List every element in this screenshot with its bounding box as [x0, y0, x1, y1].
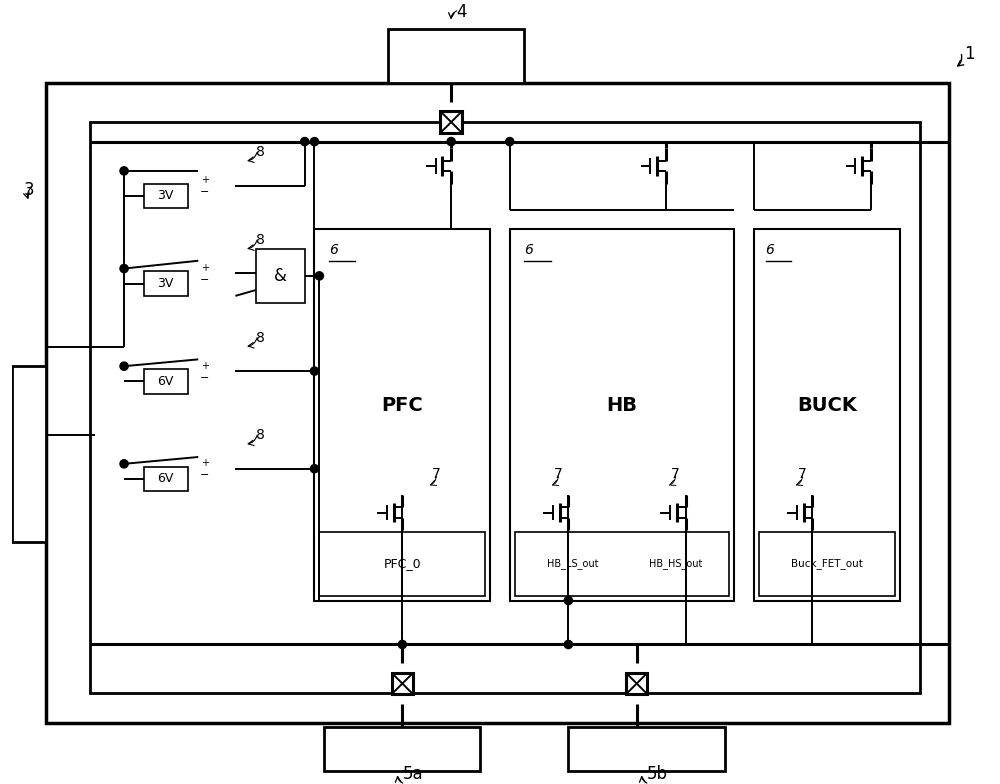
- Bar: [144, 183, 188, 208]
- Bar: [256, 249, 305, 303]
- Text: −: −: [200, 372, 210, 383]
- Bar: [392, 673, 413, 695]
- Text: +: +: [201, 458, 209, 468]
- Text: 7: 7: [671, 467, 680, 481]
- Bar: [12, 366, 46, 542]
- Bar: [626, 673, 647, 695]
- Circle shape: [310, 465, 319, 473]
- Text: 5a: 5a: [402, 765, 423, 783]
- Circle shape: [310, 137, 319, 146]
- Text: HB_HS_out: HB_HS_out: [649, 558, 702, 569]
- Circle shape: [506, 137, 514, 146]
- Text: 3V: 3V: [157, 189, 174, 202]
- Bar: [46, 83, 949, 723]
- Text: PFC_0: PFC_0: [384, 557, 421, 570]
- Circle shape: [301, 137, 309, 146]
- Text: 6V: 6V: [157, 375, 174, 388]
- Circle shape: [310, 367, 319, 376]
- Circle shape: [564, 597, 572, 604]
- Text: 7: 7: [798, 467, 807, 481]
- Text: 8: 8: [256, 331, 265, 345]
- Text: HB: HB: [607, 396, 638, 415]
- Text: Buck_FET_out: Buck_FET_out: [791, 558, 863, 569]
- Bar: [568, 728, 725, 771]
- Text: −: −: [200, 275, 210, 285]
- Circle shape: [315, 272, 323, 280]
- Bar: [324, 728, 480, 771]
- Text: −: −: [200, 187, 210, 198]
- Text: +: +: [201, 175, 209, 185]
- Bar: [144, 271, 188, 296]
- Bar: [319, 532, 485, 596]
- Text: −: −: [200, 470, 210, 481]
- Text: +: +: [201, 361, 209, 371]
- Text: 6: 6: [524, 243, 533, 257]
- Circle shape: [120, 264, 128, 273]
- Circle shape: [564, 641, 572, 648]
- Text: 8: 8: [256, 428, 265, 442]
- Text: 3V: 3V: [157, 278, 174, 290]
- Bar: [515, 532, 729, 596]
- Text: 6: 6: [329, 243, 338, 257]
- Text: BUCK: BUCK: [797, 396, 857, 415]
- Bar: [90, 122, 920, 693]
- Bar: [144, 369, 188, 394]
- Circle shape: [120, 362, 128, 370]
- Text: 4: 4: [456, 2, 467, 20]
- Text: 6: 6: [766, 243, 774, 257]
- Text: 7: 7: [554, 467, 562, 481]
- Bar: [314, 230, 490, 601]
- Text: 3: 3: [23, 181, 34, 199]
- Text: 7: 7: [432, 467, 440, 481]
- Text: PFC: PFC: [381, 396, 423, 415]
- Text: 1: 1: [964, 45, 974, 63]
- Circle shape: [398, 641, 406, 648]
- Text: +: +: [201, 263, 209, 273]
- Text: 6V: 6V: [157, 473, 174, 485]
- Circle shape: [120, 167, 128, 175]
- Text: 5b: 5b: [646, 765, 667, 783]
- Bar: [510, 230, 734, 601]
- Bar: [144, 466, 188, 492]
- Circle shape: [447, 137, 455, 146]
- Text: HB_LS_out: HB_LS_out: [547, 558, 599, 569]
- Text: 8: 8: [256, 145, 265, 159]
- Text: &: &: [274, 267, 287, 285]
- Circle shape: [120, 459, 128, 468]
- Bar: [388, 29, 524, 83]
- Text: 8: 8: [256, 233, 265, 247]
- Bar: [759, 532, 895, 596]
- Bar: [754, 230, 900, 601]
- Bar: [440, 111, 462, 132]
